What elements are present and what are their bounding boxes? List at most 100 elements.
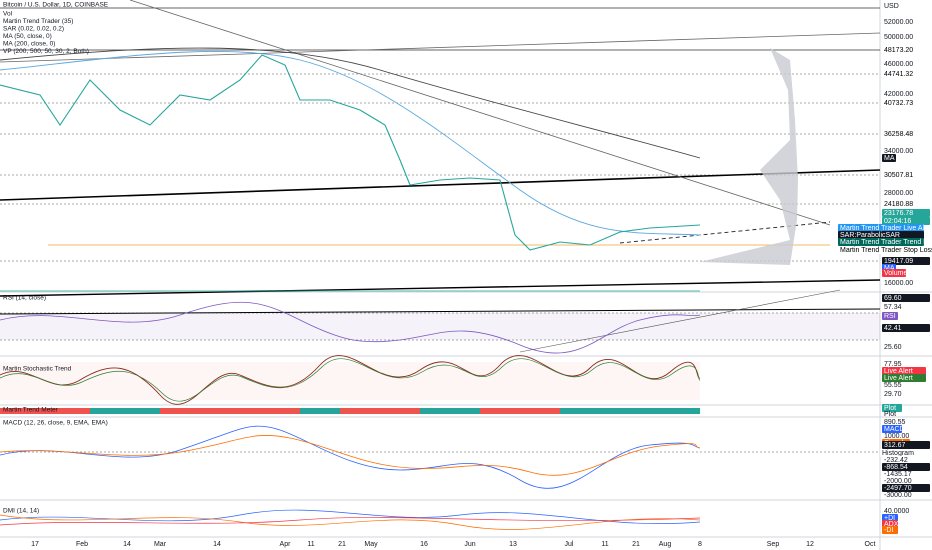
time-label: 16 <box>420 541 428 548</box>
axis-label-box <box>882 257 930 265</box>
axis-label: -868.54 <box>884 464 908 471</box>
axis-label-box <box>882 217 930 225</box>
axis-label: 28000.00 <box>884 190 913 197</box>
axis-label-box <box>838 224 924 232</box>
axis-label: MA <box>884 265 895 272</box>
pane-title: Martin Stochastic Trend <box>3 366 72 373</box>
axis-label-box <box>882 209 930 217</box>
axis-label-box <box>882 171 930 179</box>
axis-label: Plot <box>884 405 896 412</box>
axis-label: -2000.00 <box>884 478 912 485</box>
axis-label-box <box>882 374 926 382</box>
axis-label: 42000.00 <box>884 91 913 98</box>
indicator-legend: SAR (0.02, 0.02, 0.2) <box>3 26 64 33</box>
axis-label: Histogram <box>882 450 914 457</box>
axis-label-box <box>882 99 930 107</box>
axis-label: 52000.00 <box>884 19 913 26</box>
axis-label: 69.60 <box>884 295 902 302</box>
time-label: 14 <box>123 541 131 548</box>
axis-label-box <box>880 449 920 457</box>
axis-label: Martin Trend Trader Trend Line <box>840 239 932 246</box>
time-label: 21 <box>338 541 346 548</box>
indicator-legend: MA (200, close, 0) <box>3 41 55 48</box>
axis-label: -DI <box>884 527 893 534</box>
chart-title: Bitcoin / U.S. Dollar, 1D, COINBASE <box>3 2 109 9</box>
time-label: 14 <box>213 541 221 548</box>
axis-label-box <box>882 154 896 162</box>
axis-label: +DI <box>884 515 895 522</box>
axis-label: 40732.73 <box>884 100 913 107</box>
axis-label: USD <box>884 3 899 10</box>
time-label: Jul <box>565 541 574 548</box>
time-label: Sep <box>767 541 780 548</box>
axis-label-box <box>882 425 902 433</box>
axis-label: -2497.70 <box>884 485 912 492</box>
time-label: 21 <box>632 541 640 548</box>
axis-label: 36258.48 <box>884 131 913 138</box>
axis-label: MA <box>884 155 895 162</box>
axis-label: 55.55 <box>884 382 902 389</box>
time-label: 12 <box>806 541 814 548</box>
axis-label: 40.0000 <box>884 508 909 515</box>
time-label: Apr <box>280 541 292 548</box>
axis-label-box <box>882 294 930 302</box>
axis-label: Live Alert <box>884 375 913 382</box>
axis-label: 46000.00 <box>884 61 913 68</box>
axis-label: Martin Trend Trader Live Alert <box>840 225 932 232</box>
axis-label-box <box>838 238 924 246</box>
axis-label-box <box>882 526 898 534</box>
time-label: 17 <box>31 541 39 548</box>
indicator-legend: Martin Trend Trader (35) <box>3 18 73 25</box>
axis-label: 23176.78 <box>884 210 913 217</box>
main-drawings <box>0 0 881 297</box>
axis-label-box <box>882 130 930 138</box>
time-label: May <box>364 541 378 548</box>
rsi-drawings <box>0 289 881 354</box>
axis-label: 16000.00 <box>884 280 913 287</box>
time-label: Jun <box>464 541 475 548</box>
axis-label: RSI <box>884 313 896 320</box>
axis-label: 1000.00 <box>884 433 909 440</box>
indicator-legend: Vol <box>3 11 13 18</box>
axis-label: 25.60 <box>884 344 902 351</box>
pane-title: MACD (12, 26, close, 9, EMA, EMA) <box>3 420 108 427</box>
axis-label: ADX <box>884 521 899 528</box>
time-label: 13 <box>509 541 517 548</box>
axis-label-box <box>882 404 902 412</box>
axis-label-box <box>882 46 930 54</box>
axis-label-box <box>882 456 930 464</box>
axis-label-box <box>838 231 924 239</box>
axis-label: 50000.00 <box>884 34 913 41</box>
time-label: 8 <box>698 541 702 548</box>
axis-label: 48173.20 <box>884 47 913 54</box>
time-label: Feb <box>76 541 88 548</box>
axis-label-box <box>882 200 930 208</box>
axis-label: 42.41 <box>884 325 902 332</box>
time-label: 11 <box>307 541 314 548</box>
axis-label: 29.70 <box>884 391 902 398</box>
indicator-legend: MA (50, close, 0) <box>3 33 52 40</box>
stoch-drawings <box>0 355 701 405</box>
axis-label: 77.95 <box>884 361 902 368</box>
axis-label: 34000.00 <box>884 148 913 155</box>
axis-label: Martin Trend Trader Stop Loss <box>840 247 932 254</box>
time-label: Mar <box>154 541 167 548</box>
axis-label: MACD <box>884 426 905 433</box>
axis-label-box <box>838 246 924 254</box>
axis-label: 24180.88 <box>884 201 913 208</box>
axis-label: Plot <box>884 411 896 418</box>
axis-label-box <box>882 303 930 311</box>
axis-label: 19417.09 <box>884 258 913 265</box>
axis-label: 312.67 <box>884 442 906 449</box>
axis-label: SAR:ParabolicSAR <box>840 232 900 239</box>
axis-label: 57.34 <box>884 304 902 311</box>
pane-title: RSI (14, close) <box>3 295 46 302</box>
axis-label-box <box>882 441 930 449</box>
axis-label: 30507.81 <box>884 172 913 179</box>
axis-label: Live Alert <box>884 368 913 375</box>
axis-label-box <box>882 269 906 277</box>
axis-label-box <box>882 343 930 351</box>
axis-label-box <box>882 70 930 78</box>
